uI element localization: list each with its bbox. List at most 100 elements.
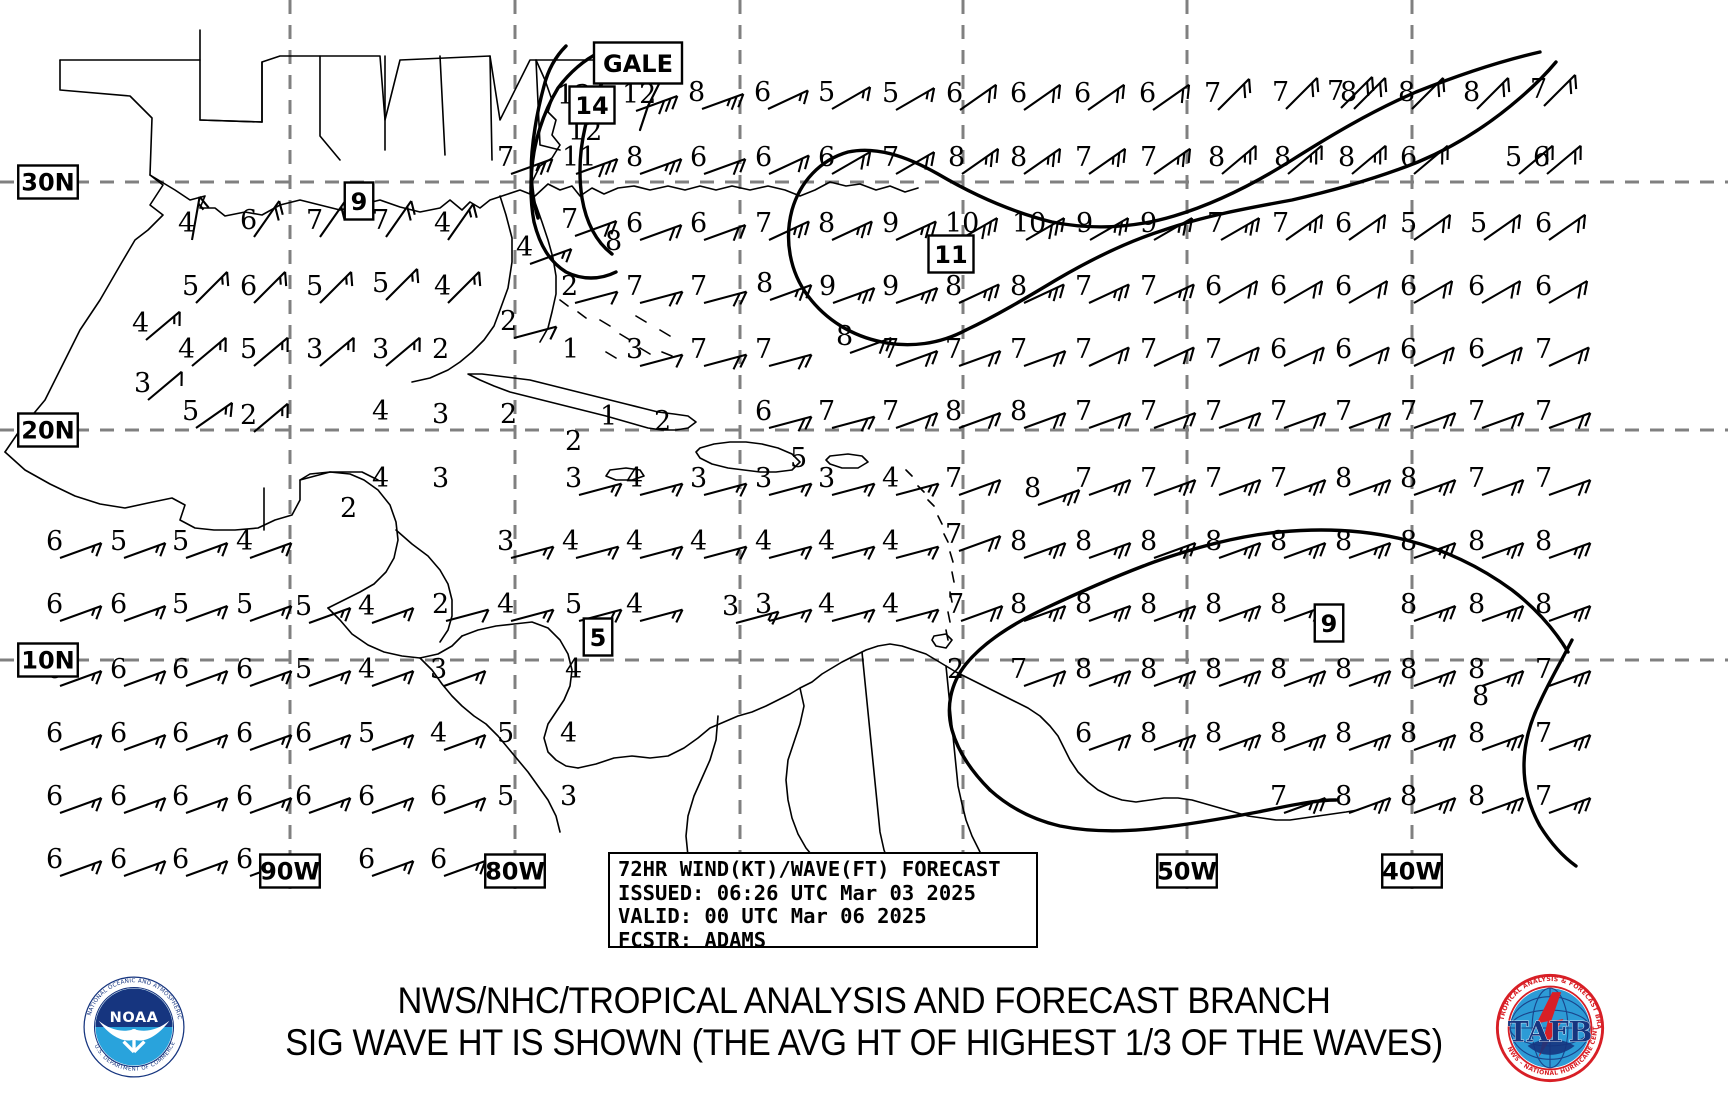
wind-barb [1481,411,1525,430]
station-plot: 7 [561,204,618,238]
wind-barb [1548,669,1592,688]
wave-height-label: 6 [358,844,375,875]
station-plot: 6 [110,589,167,622]
wind-barb [510,545,555,560]
wind-barb [371,733,415,751]
wave-height-label: 8 [945,396,962,427]
wind-barb [895,349,939,368]
wind-barb [1088,147,1127,175]
station-plot: 7 [1140,463,1197,497]
max-wave-box-5-3: 5 [582,617,614,657]
wave-height-label: 6 [172,844,189,875]
wind-barb [703,353,748,370]
isoline-east-edge [1522,638,1578,868]
wind-barb [1088,733,1132,752]
station-plot: 4 [690,526,748,560]
station-plot: 8 [1205,526,1262,560]
station-plot: 7 [1010,654,1067,688]
station-plot: 8 [1468,589,1525,623]
wind-barb [639,545,684,560]
isoline-gale-inner [529,44,568,220]
wave-height-label: 8 [1205,654,1222,685]
wave-height-label: 6 [46,718,63,749]
station-plot: 3 [565,463,623,497]
wind-barb [253,271,288,304]
wind-barb [1023,83,1062,111]
station-plot: 3 [626,334,684,368]
wave-height-label: 4 [434,208,451,239]
wind-barb [185,669,229,687]
wave-height-label: 8 [1075,589,1092,620]
wind-barb [191,336,227,367]
station-plot: 6 [46,718,103,751]
station-plot: 6 [1270,271,1324,304]
station-plot: 5 [358,718,415,751]
wave-height-label: 8 [1075,526,1092,557]
wave-height-label: 6 [1270,271,1287,302]
station-plot: 4 [497,589,555,623]
wind-barb [1023,147,1062,175]
station-plot: 3 [497,526,555,560]
wave-height-label: 6 [690,208,707,239]
wind-barb [575,545,620,560]
wind-barb [59,604,103,622]
wave-height-label: 3 [560,781,577,812]
station-plot: 1 [600,401,617,432]
station-plot: 3 [134,368,183,401]
station-plot: 8 [1024,473,1081,507]
boxed-labels-group: GALE149115930N20N10N90W80W70W60W50W40W [17,41,1443,889]
wave-height-label: 3 [755,463,772,494]
station-plot: 5 [1400,208,1452,241]
wave-height-label: 4 [626,463,643,494]
station-plot: 5 [295,654,352,687]
wave-height-label: 8 [1140,589,1157,620]
station-plot: 8 [1463,77,1511,110]
wave-height-label: 7 [1204,78,1221,109]
wind-barb [703,157,747,176]
station-plot: 2 [240,400,289,433]
station-plot: 8 [1335,654,1392,688]
wave-height-label: 6 [46,844,63,875]
station-plot: 7 [372,200,416,238]
max-wave-box-9-4-text: 9 [1321,610,1338,638]
station-plot: 8 [1335,526,1392,560]
wave-height-label: 6 [110,781,127,812]
wave-height-label: 4 [434,271,451,302]
wind-barb [443,796,487,814]
station-plot: 6 [1535,271,1589,304]
wind-barb [1153,147,1192,175]
station-plot: 8 [1338,142,1387,175]
station-plot: 4 [132,308,181,341]
wave-height-label: 9 [1140,208,1157,239]
wind-barb [1413,213,1452,241]
wind-barb [958,411,1002,430]
wind-barb [443,669,487,687]
wind-barb [1088,478,1132,497]
wind-barb [1025,217,1066,241]
wave-height-label: 4 [372,463,389,494]
wave-height-label: 8 [605,226,622,257]
wind-barb [249,604,293,622]
wave-height-label: 8 [1335,654,1352,685]
station-plot: 7 [497,142,554,176]
wave-height-label: 8 [1398,77,1415,108]
longitude-label-40W: 40W [1381,853,1443,889]
station-plot: 7 [1075,271,1130,304]
station-plot: 7 [945,463,1002,497]
footer-line-2: SIG WAVE HT IS SHOWN (THE AVG HT OF HIGH… [285,1022,1443,1063]
longitude-label-90W-frame [259,853,321,889]
wind-barb [703,545,748,560]
wind-barb [1088,283,1130,304]
wave-height-label: 6 [110,589,127,620]
wave-height-label: 5 [295,654,312,685]
wave-height-label: 7 [1140,396,1157,427]
station-plot: 3 [755,589,813,623]
wave-height-label: 7 [1468,463,1485,494]
station-plot: 7 [1535,781,1592,815]
wave-height-label: 8 [626,142,643,173]
wind-barb [639,223,683,242]
station-plot: 6 [690,208,747,242]
station-plot: 5 [295,591,352,624]
wave-height-label: 8 [948,142,965,173]
station-plot: 6 [626,208,683,242]
